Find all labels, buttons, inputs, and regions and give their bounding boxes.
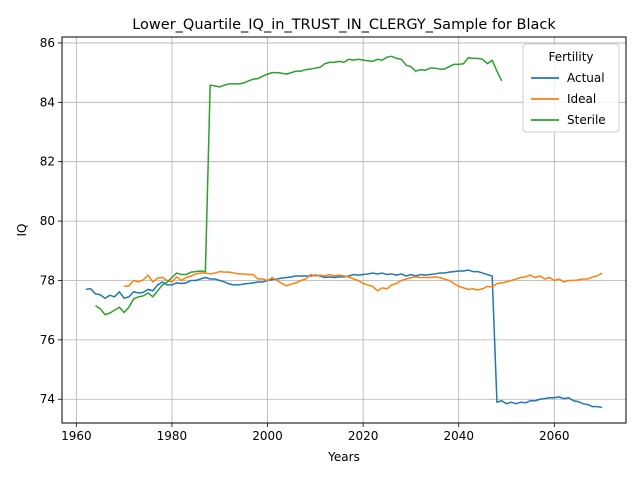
y-tick-label: 80 xyxy=(40,214,55,228)
y-tick-label: 86 xyxy=(40,36,55,50)
y-tick-label: 76 xyxy=(40,333,55,347)
plot-area-frame xyxy=(61,36,627,424)
series-lines xyxy=(85,55,603,409)
legend-label-sterile: Sterile xyxy=(567,113,606,127)
legend: Fertility Actual Ideal Sterile xyxy=(522,43,620,133)
x-tick-label: 2000 xyxy=(252,429,283,443)
y-tick-label: 84 xyxy=(40,95,55,109)
chart-title: Lower_Quartile_IQ_in_TRUST_IN_CLERGY_Sam… xyxy=(132,17,556,33)
y-axis-label: IQ xyxy=(15,224,29,237)
x-axis-label: Years xyxy=(327,450,360,464)
legend-label-ideal: Ideal xyxy=(567,92,596,106)
axis-ticks: 1960 1980 2000 2020 2040 2060 74 76 78 80 82 84 86 xyxy=(40,36,570,443)
legend-box xyxy=(522,43,620,133)
grid xyxy=(62,37,626,423)
y-tick-label: 78 xyxy=(40,273,55,287)
x-tick-label: 1960 xyxy=(61,429,92,443)
series-line-ideal xyxy=(124,270,603,292)
x-tick-label: 2060 xyxy=(539,429,570,443)
x-tick-label: 2040 xyxy=(443,429,474,443)
y-tick-label: 82 xyxy=(40,155,55,169)
y-tick-label: 74 xyxy=(40,392,55,406)
x-tick-label: 2020 xyxy=(348,429,379,443)
legend-title: Fertility xyxy=(548,50,593,64)
legend-items: Actual Ideal Sterile xyxy=(531,71,606,127)
x-tick-label: 1980 xyxy=(157,429,188,443)
series-line-sterile xyxy=(95,55,503,316)
series-line-actual xyxy=(85,269,603,409)
legend-label-actual: Actual xyxy=(567,71,605,85)
